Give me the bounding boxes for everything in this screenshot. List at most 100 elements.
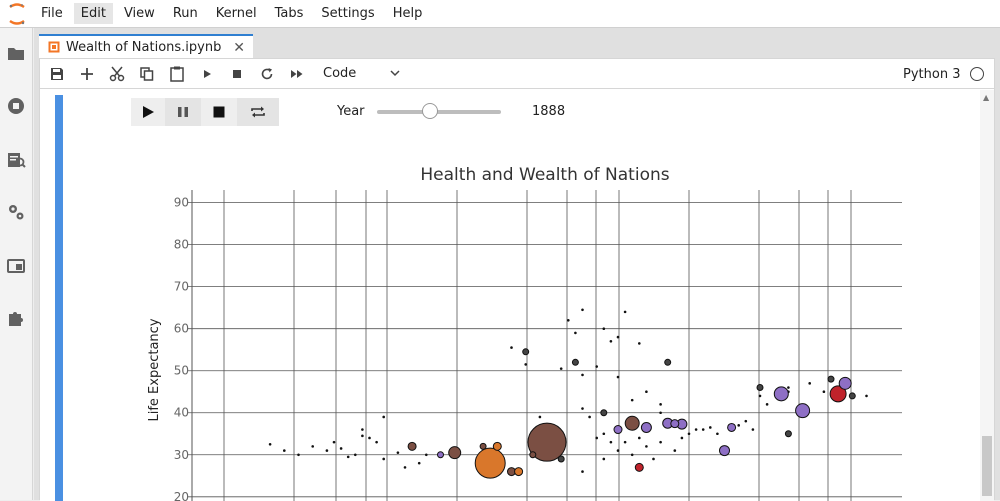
cell-collapser[interactable] (55, 95, 63, 501)
scatter-point (524, 363, 527, 366)
scatter-point (346, 455, 350, 459)
pause-icon (178, 107, 188, 117)
menu-help[interactable]: Help (392, 6, 423, 21)
y-tick-label: 40 (174, 406, 189, 420)
scatter-bubble (529, 451, 537, 459)
restart-kernel-icon[interactable] (258, 65, 276, 83)
chevron-down-icon[interactable] (390, 68, 400, 78)
stop-button[interactable] (201, 98, 237, 126)
scatter-point (822, 390, 826, 394)
scatter-bubble (514, 467, 524, 477)
copy-icon[interactable] (138, 65, 156, 83)
scatter-bubble (522, 348, 530, 356)
run-all-icon[interactable] (288, 65, 306, 83)
y-tick-label: 90 (174, 196, 189, 210)
menu-tabs[interactable]: Tabs (274, 6, 304, 21)
chart-points (268, 308, 868, 479)
year-slider-track[interactable] (377, 110, 501, 114)
scatter-point (659, 440, 662, 444)
tab-notebook[interactable]: Wealth of Nations.ipynb ✕ (39, 34, 253, 58)
scatter-point (645, 445, 648, 448)
scatter-point (765, 403, 769, 406)
cut-icon[interactable] (108, 65, 126, 83)
scatter-point (602, 432, 606, 436)
scatter-point (375, 440, 378, 444)
save-icon[interactable] (48, 65, 66, 83)
scatter-point (623, 440, 627, 444)
scatter-point (680, 436, 684, 440)
play-controls (131, 98, 279, 126)
paste-icon[interactable] (168, 65, 186, 83)
add-cell-icon[interactable] (78, 65, 96, 83)
notebook-panel: Code Python 3 (39, 58, 995, 501)
menu-settings[interactable]: Settings (321, 6, 375, 21)
scatter-point (737, 424, 740, 427)
y-tick-label: 60 (174, 322, 189, 336)
scatter-bubble (838, 376, 852, 390)
repeat-icon (251, 106, 265, 118)
scatter-point (659, 403, 662, 406)
scatter-point (354, 453, 357, 457)
scatter-point (538, 415, 542, 419)
menu-kernel[interactable]: Kernel (215, 6, 257, 21)
settings-gears-icon[interactable] (6, 202, 26, 222)
main-dock-area: Wealth of Nations.ipynb ✕ (34, 28, 1000, 501)
scatter-point (645, 390, 648, 394)
year-slider-handle[interactable] (422, 103, 439, 119)
scatter-point (574, 331, 577, 335)
scrollbar-thumb[interactable] (982, 436, 992, 496)
scroll-up-icon[interactable]: ▲ (983, 93, 990, 102)
scatter-point (396, 451, 400, 454)
scatter-point (865, 394, 868, 398)
running-sessions-icon[interactable] (6, 96, 26, 116)
property-inspector-icon[interactable] (6, 150, 26, 170)
loop-button[interactable] (237, 98, 279, 126)
close-icon[interactable]: ✕ (233, 40, 245, 56)
menu-run[interactable]: Run (172, 6, 198, 21)
kernel-name[interactable]: Python 3 (903, 67, 961, 82)
scatter-point (787, 386, 790, 389)
scatter-point (602, 457, 606, 461)
left-sidebar (0, 28, 33, 500)
extension-puzzle-icon[interactable] (6, 308, 26, 328)
scatter-bubble (784, 430, 792, 438)
tabs-icon[interactable] (6, 256, 26, 276)
scatter-point (659, 411, 662, 415)
scatter-point (623, 310, 627, 314)
menu-view[interactable]: View (123, 6, 155, 21)
scatter-bubble (827, 375, 835, 383)
scatter-point (417, 461, 421, 465)
jupyter-logo-icon[interactable] (0, 0, 34, 28)
pause-button[interactable] (165, 98, 201, 126)
scatter-point (602, 327, 606, 330)
vertical-scrollbar[interactable] (980, 90, 994, 501)
year-slider-label: Year (337, 104, 365, 119)
run-cell-icon[interactable] (198, 65, 216, 83)
stop-icon (213, 106, 225, 118)
scatter-point (581, 308, 584, 312)
tab-title: Wealth of Nations.ipynb (66, 39, 222, 55)
cell-type-select[interactable]: Code (323, 66, 357, 81)
play-button[interactable] (131, 98, 165, 126)
scatter-point (638, 436, 641, 440)
scatter-point (595, 436, 598, 440)
scatter-point (609, 339, 613, 343)
scatter-point (567, 318, 570, 322)
y-tick-label: 20 (174, 490, 189, 501)
menu-file[interactable]: File (41, 6, 63, 21)
menu-edit[interactable]: Edit (73, 3, 113, 24)
scatter-point (368, 436, 371, 440)
scatter-point (609, 440, 613, 444)
scatter-bubble (634, 462, 644, 472)
scatter-point (716, 432, 719, 436)
scatter-point (808, 382, 811, 385)
scatter-bubble (640, 421, 652, 433)
scatter-point (311, 445, 315, 448)
year-slider-value: 1888 (532, 104, 566, 119)
scatter-point (332, 440, 336, 444)
y-axis-label: Life Expectancy (147, 318, 162, 421)
scatter-point (283, 449, 286, 452)
scatter-bubble (407, 441, 417, 451)
folder-icon[interactable] (6, 44, 26, 64)
interrupt-kernel-icon[interactable] (228, 65, 246, 83)
